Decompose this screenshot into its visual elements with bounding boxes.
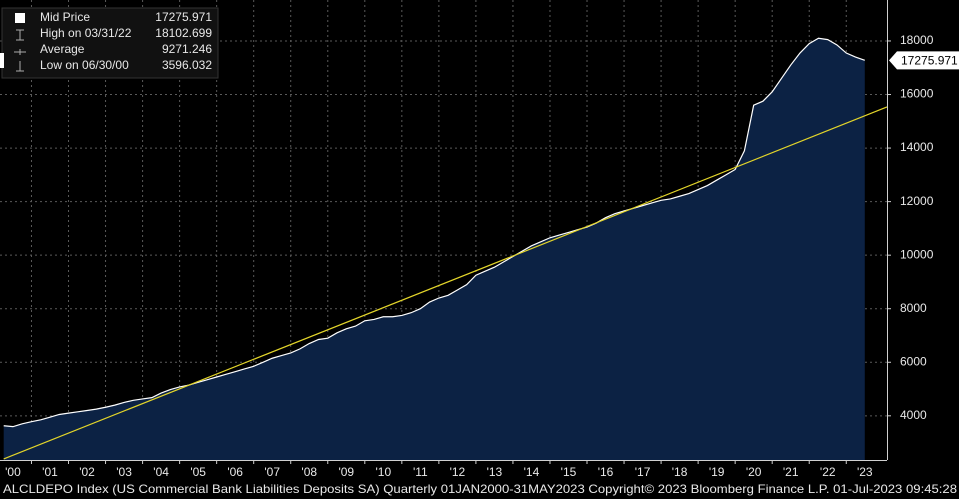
x-tick-label: '13: [487, 465, 503, 479]
x-tick-label: '21: [783, 465, 799, 479]
y-tick-label: 18000: [900, 33, 934, 47]
x-tick-label: '16: [598, 465, 614, 479]
x-tick-label: '02: [79, 465, 95, 479]
x-tick-label: '05: [190, 465, 206, 479]
x-tick-label: '09: [338, 465, 354, 479]
area: [3, 38, 865, 460]
x-tick-label: '08: [301, 465, 317, 479]
x-tick-label: '00: [5, 465, 21, 479]
price-tag: [889, 51, 959, 70]
x-tick-label: '04: [153, 465, 169, 479]
trend-line: [3, 106, 888, 460]
legend-value: 18102.699: [155, 26, 212, 40]
footer: ALCLDEPO Index (US Commercial Bank Liabi…: [3, 482, 957, 496]
x-tick-label: '06: [227, 465, 243, 479]
x-tick-label: '18: [672, 465, 688, 479]
legend-icon: [16, 61, 24, 72]
price-tag-label: 17275.971: [901, 54, 958, 68]
legend: Mid Price 17275.971 High on 03/31/22 18102.…: [0, 7, 219, 79]
legend-value: 9271.246: [162, 42, 212, 56]
x-tick-label: '01: [42, 465, 58, 479]
y-tick-label: 12000: [900, 194, 934, 208]
x-tick-label: '03: [116, 465, 132, 479]
y-tick-label: 14000: [900, 140, 934, 154]
legend-value: 17275.971: [155, 10, 212, 24]
x-tick-label: '17: [635, 465, 651, 479]
y-tick-label: 10000: [900, 247, 934, 261]
x-tick-label: '12: [450, 465, 466, 479]
x-tick-label: '20: [746, 465, 762, 479]
legend-label: Average: [40, 42, 85, 56]
legend-label: Low on 06/30/00: [40, 58, 129, 72]
y-tick-label: 8000: [900, 301, 927, 315]
legend-label: High on 03/31/22: [40, 26, 132, 40]
x-tick-label: '22: [820, 465, 836, 479]
line: [3, 37, 865, 428]
y-tick-label: 4000: [900, 408, 927, 422]
x-tick-label: '11: [413, 465, 428, 479]
x-tick-label: '19: [709, 465, 725, 479]
legend-label: Mid Price: [40, 10, 90, 24]
x-tick-label: '10: [375, 465, 391, 479]
legend-icon: [15, 13, 25, 23]
y-tick-label: 16000: [900, 87, 934, 101]
x-tick-label: '23: [857, 465, 873, 479]
x-tick-label: '15: [561, 465, 577, 479]
legend-box: [1, 7, 219, 79]
legend-icon: [16, 29, 24, 41]
legend-value: 3596.032: [162, 58, 212, 72]
side-marker: [0, 53, 4, 68]
legend-icon: [14, 49, 26, 55]
y-tick-label: 6000: [900, 354, 927, 368]
x-tick-label: '07: [264, 465, 280, 479]
x-tick-label: '14: [524, 465, 540, 479]
